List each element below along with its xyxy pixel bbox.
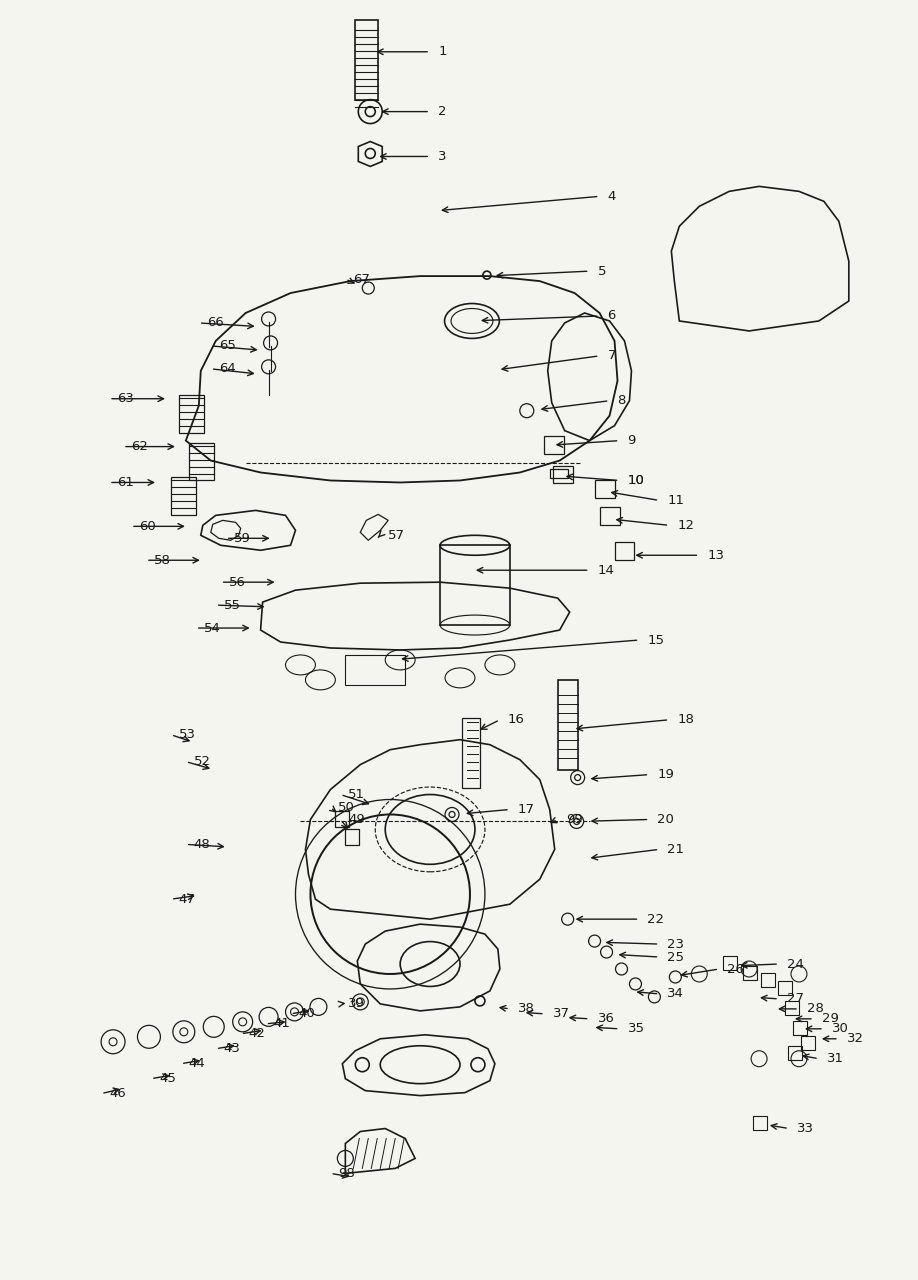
Text: 50: 50 <box>339 801 355 814</box>
Text: 41: 41 <box>274 1018 290 1030</box>
Text: 7: 7 <box>608 349 616 362</box>
Text: 33: 33 <box>797 1123 814 1135</box>
Text: 10: 10 <box>628 474 644 486</box>
Text: 36: 36 <box>598 1012 614 1025</box>
Bar <box>355 20 378 100</box>
Text: 30: 30 <box>832 1023 849 1036</box>
Text: 20: 20 <box>657 813 675 826</box>
Text: 16: 16 <box>508 713 525 726</box>
Text: 57: 57 <box>388 529 405 541</box>
Text: 4: 4 <box>608 189 616 202</box>
Text: 48: 48 <box>194 838 210 851</box>
Text: 37: 37 <box>553 1007 570 1020</box>
Text: 2: 2 <box>438 105 446 118</box>
Text: 44: 44 <box>189 1057 206 1070</box>
Text: 26: 26 <box>727 963 744 975</box>
Text: 51: 51 <box>348 788 365 801</box>
Text: 15: 15 <box>647 634 665 646</box>
Bar <box>778 980 792 995</box>
Bar <box>599 507 620 525</box>
Bar <box>440 545 509 625</box>
Bar <box>550 468 567 479</box>
Bar <box>744 966 757 980</box>
Text: 67: 67 <box>353 273 370 285</box>
Text: 3: 3 <box>438 150 446 163</box>
Text: 63: 63 <box>117 392 134 406</box>
Text: 47: 47 <box>179 892 196 906</box>
Text: 34: 34 <box>667 987 684 1001</box>
Text: 11: 11 <box>667 494 684 507</box>
Bar <box>345 655 405 685</box>
Bar <box>543 435 564 453</box>
Text: 43: 43 <box>224 1042 241 1055</box>
Text: 10: 10 <box>628 474 644 486</box>
Text: 40: 40 <box>298 1007 315 1020</box>
Text: 22: 22 <box>647 913 665 925</box>
Text: 5: 5 <box>598 265 606 278</box>
Text: 39: 39 <box>348 997 365 1010</box>
Text: 61: 61 <box>117 476 134 489</box>
Bar <box>801 1036 815 1050</box>
Text: 42: 42 <box>249 1028 265 1041</box>
Text: 6: 6 <box>608 310 616 323</box>
Text: 13: 13 <box>707 549 724 562</box>
Text: 9: 9 <box>628 434 636 447</box>
Text: 52: 52 <box>194 755 211 768</box>
Text: 21: 21 <box>667 842 684 856</box>
Text: 18: 18 <box>677 713 694 726</box>
Text: 64: 64 <box>218 362 236 375</box>
Text: 24: 24 <box>787 957 804 970</box>
Text: 99: 99 <box>565 813 582 826</box>
Bar <box>761 973 775 987</box>
Text: 59: 59 <box>234 531 251 545</box>
Text: 14: 14 <box>598 563 614 577</box>
Text: 32: 32 <box>846 1032 864 1046</box>
Text: 8: 8 <box>618 394 626 407</box>
Text: 25: 25 <box>667 951 684 964</box>
Text: 31: 31 <box>827 1052 844 1065</box>
Text: 23: 23 <box>667 937 684 951</box>
Text: 98: 98 <box>339 1167 355 1180</box>
Bar <box>179 394 204 433</box>
Text: 1: 1 <box>438 45 446 59</box>
Bar <box>785 1001 799 1015</box>
Text: 38: 38 <box>518 1002 534 1015</box>
Text: 66: 66 <box>207 316 223 329</box>
Bar <box>171 477 196 516</box>
Text: 65: 65 <box>218 339 236 352</box>
Text: 53: 53 <box>179 728 196 741</box>
Bar <box>614 543 634 561</box>
Bar <box>793 1021 807 1034</box>
Bar <box>595 480 614 498</box>
Bar <box>788 1046 802 1060</box>
Bar <box>753 1116 767 1129</box>
Text: 45: 45 <box>159 1073 175 1085</box>
Bar <box>462 718 480 787</box>
Text: 27: 27 <box>787 992 804 1005</box>
Text: 60: 60 <box>139 520 156 532</box>
Bar <box>558 680 577 769</box>
Text: 28: 28 <box>807 1002 823 1015</box>
Text: 46: 46 <box>109 1087 126 1100</box>
Text: 29: 29 <box>822 1012 839 1025</box>
Text: 58: 58 <box>154 554 171 567</box>
Text: 49: 49 <box>348 813 365 826</box>
Text: 12: 12 <box>677 518 694 532</box>
Text: 35: 35 <box>628 1023 644 1036</box>
Text: 17: 17 <box>518 803 535 815</box>
Bar <box>553 466 573 484</box>
Text: 19: 19 <box>657 768 675 781</box>
Text: 54: 54 <box>204 622 220 635</box>
Text: 62: 62 <box>131 440 148 453</box>
Bar <box>189 443 214 480</box>
Text: 55: 55 <box>224 599 241 612</box>
Bar <box>723 956 737 970</box>
Text: 56: 56 <box>229 576 246 589</box>
